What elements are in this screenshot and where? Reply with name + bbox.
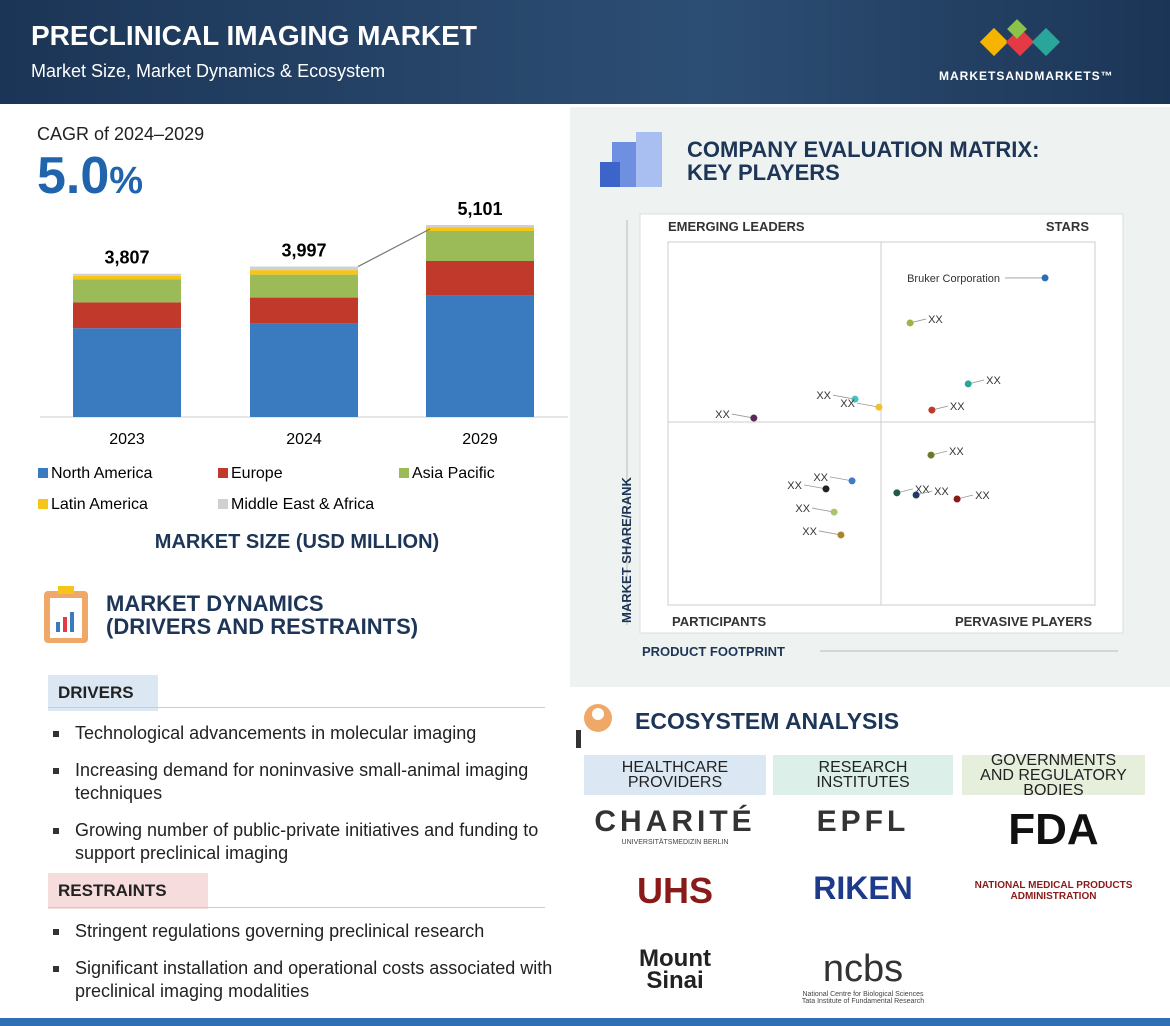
bar-segment — [73, 302, 181, 329]
column-name: GOVERNMENTS AND REGULATORY BODIES — [980, 751, 1127, 799]
drivers-list: Technological advancements in molecular … — [49, 722, 565, 879]
chart-title: MARKET SIZE (USD MILLION) — [154, 531, 440, 553]
logo: CHARITÉ UNIVERSITÄTSMEDIZIN BERLIN — [584, 805, 766, 846]
x-tick-label: 2029 — [462, 431, 498, 448]
dynamics-title: MARKET DYNAMICS (DRIVERS AND RESTRAINTS) — [106, 592, 418, 638]
logo-text: FDA — [1008, 805, 1099, 854]
list-item: Technological advancements in molecular … — [49, 722, 565, 745]
restraints-list: Stringent regulations governing preclini… — [49, 920, 565, 1017]
clipboard-icon — [44, 586, 88, 643]
legend-label: Middle East & Africa — [231, 496, 374, 513]
x-tick-label: 2024 — [286, 431, 322, 448]
column-header: HEALTHCARE PROVIDERS — [584, 755, 766, 795]
title-line: COMPANY EVALUATION MATRIX: — [687, 137, 1040, 162]
cagr-label: CAGR of 2024–2029 — [37, 124, 205, 144]
header — [0, 0, 1170, 104]
bar-segment — [426, 225, 534, 228]
matrix-panel — [570, 107, 1170, 687]
header-title: PRECLINICAL IMAGING MARKET — [31, 20, 477, 51]
cagr-value: 5.0% — [37, 146, 143, 206]
logo: EPFL — [773, 805, 953, 839]
logo-subtext: National Centre for Biological Sciences … — [801, 991, 925, 1005]
logo-text: UHS — [636, 870, 713, 911]
legend-label: North America — [51, 465, 152, 482]
footer-bar — [0, 1018, 1170, 1026]
bar-segment — [426, 295, 534, 417]
logo: Mount Sinai — [584, 945, 766, 994]
logo-subtext: UNIVERSITÄTSMEDIZIN BERLIN — [621, 839, 729, 846]
logo-text: NATIONAL MEDICAL PRODUCTS ADMINISTRATION — [974, 880, 1133, 902]
logo: ncbs National Centre for Biological Scien… — [773, 948, 953, 1005]
legend-swatch — [38, 468, 48, 478]
bar-segment — [426, 227, 534, 232]
bar-segment — [250, 274, 358, 298]
drivers-tag: DRIVERS — [48, 675, 158, 711]
title-line: (DRIVERS AND RESTRAINTS) — [106, 614, 419, 639]
logo-text: RIKEN — [813, 870, 913, 906]
bar-segment — [250, 266, 358, 271]
logo-text: Mount Sinai — [639, 945, 711, 994]
ecosystem-title: ECOSYSTEM ANALYSIS — [635, 708, 900, 734]
column-header: RESEARCH INSTITUTES — [773, 755, 953, 795]
title-line: MARKET DYNAMICS — [106, 591, 324, 616]
cagr-number: 5.0 — [37, 147, 110, 205]
logo-text: ncbs — [822, 948, 904, 990]
bar-segment — [250, 270, 358, 275]
logo: NATIONAL MEDICAL PRODUCTS ADMINISTRATION — [962, 870, 1145, 902]
bar-segment — [73, 273, 181, 276]
column-name: RESEARCH INSTITUTES — [816, 759, 910, 791]
list-item: Stringent regulations governing preclini… — [49, 920, 565, 943]
legend-label: Europe — [231, 465, 283, 482]
divider — [48, 907, 545, 908]
bar-segment — [426, 260, 534, 296]
total-label: 3,997 — [281, 241, 326, 261]
person-icon — [576, 704, 612, 748]
list-item: Significant installation and operational… — [49, 957, 565, 1003]
divider — [48, 707, 545, 708]
bar-segment — [73, 279, 181, 303]
bar-segment — [426, 231, 534, 261]
list-item: Growing number of public-private initiat… — [49, 819, 565, 865]
logo-text: EPFL — [816, 805, 910, 838]
logo: RIKEN — [773, 870, 953, 907]
cagr-unit: % — [109, 160, 144, 202]
legend-swatch — [399, 468, 409, 478]
legend-swatch — [218, 468, 228, 478]
bar-segment — [73, 275, 181, 280]
total-label: 3,807 — [104, 248, 149, 268]
logo-text: CHARITÉ — [594, 805, 756, 838]
logo: FDA — [962, 805, 1145, 855]
x-tick-label: 2023 — [109, 431, 145, 448]
brand: MARKETSANDMARKETS™ — [939, 69, 1114, 83]
total-label: 5,101 — [457, 199, 502, 219]
legend-label: Asia Pacific — [412, 465, 495, 482]
list-item: Increasing demand for noninvasive small-… — [49, 759, 565, 805]
legend-swatch — [38, 499, 48, 509]
title-line: KEY PLAYERS — [687, 160, 840, 185]
growth-arrow — [357, 228, 431, 268]
header-subtitle: Market Size, Market Dynamics & Ecosystem — [31, 61, 386, 81]
bar-segment — [73, 328, 181, 417]
bar-segment — [250, 297, 358, 324]
legend-swatch — [218, 499, 228, 509]
column-header: GOVERNMENTS AND REGULATORY BODIES — [962, 751, 1145, 799]
matrix-title: COMPANY EVALUATION MATRIX: KEY PLAYERS — [687, 138, 1039, 184]
bar-segment — [250, 323, 358, 417]
column-name: HEALTHCARE PROVIDERS — [621, 759, 729, 791]
legend-label: Latin America — [51, 496, 148, 513]
logo: UHS — [584, 870, 766, 912]
restraints-tag: RESTRAINTS — [48, 873, 208, 909]
